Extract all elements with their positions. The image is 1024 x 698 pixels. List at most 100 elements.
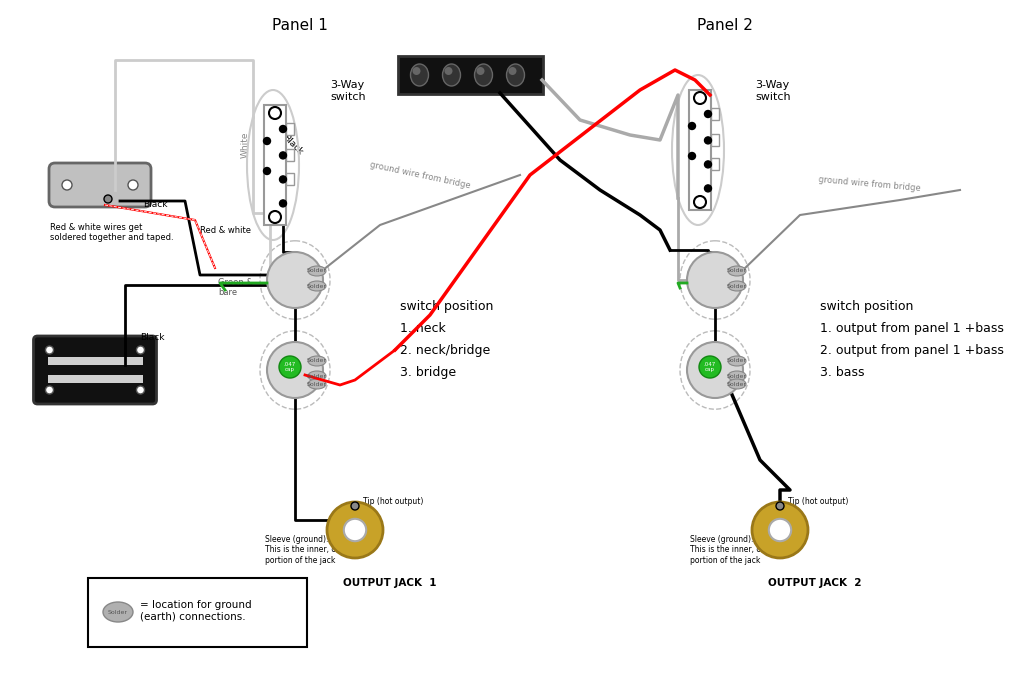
Text: switch position
1. neck
2. neck/bridge
3. bridge: switch position 1. neck 2. neck/bridge 3… [400, 300, 494, 379]
Text: Sleeve (ground).
This is the inner, circular
portion of the jack: Sleeve (ground). This is the inner, circ… [265, 535, 360, 565]
Ellipse shape [308, 266, 326, 276]
Circle shape [688, 123, 695, 130]
Text: OUTPUT JACK  2: OUTPUT JACK 2 [768, 578, 862, 588]
Text: Red & white wires get
soldered together and taped.: Red & white wires get soldered together … [50, 223, 174, 242]
Circle shape [351, 502, 359, 510]
Circle shape [45, 346, 53, 354]
Ellipse shape [308, 281, 326, 291]
Ellipse shape [308, 371, 326, 381]
Text: Black: Black [282, 133, 305, 157]
Ellipse shape [103, 602, 133, 622]
Text: Solder: Solder [727, 373, 746, 378]
FancyBboxPatch shape [49, 163, 151, 207]
Circle shape [687, 342, 743, 398]
FancyBboxPatch shape [51, 165, 150, 205]
Circle shape [705, 110, 712, 117]
Circle shape [694, 92, 706, 104]
Circle shape [263, 168, 270, 174]
Text: Solder: Solder [307, 283, 327, 288]
Circle shape [769, 519, 792, 541]
Text: Solder: Solder [307, 359, 327, 364]
Circle shape [280, 126, 287, 133]
Bar [689, 90, 711, 210]
Text: Tip (hot output): Tip (hot output) [788, 498, 848, 507]
Ellipse shape [413, 67, 421, 75]
Ellipse shape [308, 379, 326, 389]
Circle shape [62, 180, 72, 190]
Text: Black: Black [142, 200, 167, 209]
Circle shape [344, 519, 367, 541]
Circle shape [687, 252, 743, 308]
Ellipse shape [728, 356, 746, 366]
Circle shape [327, 502, 383, 558]
Text: ground wire from bridge: ground wire from bridge [818, 175, 922, 193]
Bar [47, 375, 142, 383]
Circle shape [267, 342, 323, 398]
Circle shape [45, 386, 53, 394]
Circle shape [705, 137, 712, 144]
Text: OUTPUT JACK  1: OUTPUT JACK 1 [343, 578, 437, 588]
Text: 3-Way
switch: 3-Way switch [755, 80, 791, 102]
Circle shape [104, 195, 112, 203]
Ellipse shape [728, 379, 746, 389]
Text: Solder: Solder [727, 283, 746, 288]
Text: 3-Way
switch: 3-Way switch [330, 80, 366, 102]
Text: = location for ground
(earth) connections.: = location for ground (earth) connection… [140, 600, 252, 622]
Text: Panel 1: Panel 1 [272, 18, 328, 33]
Text: Solder: Solder [727, 269, 746, 274]
Ellipse shape [728, 266, 746, 276]
Ellipse shape [474, 64, 493, 86]
Circle shape [705, 161, 712, 168]
FancyBboxPatch shape [88, 578, 307, 647]
Text: Panel 2: Panel 2 [697, 18, 753, 33]
FancyBboxPatch shape [34, 336, 157, 404]
Circle shape [267, 252, 323, 308]
Circle shape [280, 152, 287, 159]
Circle shape [776, 502, 784, 510]
Ellipse shape [476, 67, 484, 75]
Text: Sleeve (ground).
This is the inner, circular
portion of the jack: Sleeve (ground). This is the inner, circ… [690, 535, 785, 565]
Circle shape [688, 152, 695, 160]
Bar [286, 149, 294, 161]
Bar [711, 158, 719, 170]
Circle shape [269, 211, 281, 223]
Ellipse shape [507, 64, 524, 86]
Text: Solder: Solder [307, 269, 327, 274]
Circle shape [269, 107, 281, 119]
Ellipse shape [728, 281, 746, 291]
Text: Green &
bare: Green & bare [218, 278, 253, 297]
Text: Solder: Solder [108, 609, 128, 614]
Circle shape [694, 196, 706, 208]
Bar [47, 357, 142, 365]
Bar [711, 108, 719, 120]
Text: .047
cap: .047 cap [703, 362, 716, 373]
Bar [286, 173, 294, 186]
Text: Red & white: Red & white [200, 226, 251, 235]
Text: .047
cap: .047 cap [284, 362, 296, 373]
Text: ground wire from bridge: ground wire from bridge [369, 160, 471, 190]
Ellipse shape [308, 356, 326, 366]
Circle shape [136, 386, 144, 394]
Ellipse shape [728, 371, 746, 381]
Text: switch position
1. output from panel 1 +bass
2. output from panel 1 +bass
3. bas: switch position 1. output from panel 1 +… [820, 300, 1004, 379]
Bar [264, 105, 286, 225]
Circle shape [128, 180, 138, 190]
Ellipse shape [411, 64, 428, 86]
Circle shape [699, 356, 721, 378]
Text: Solder: Solder [727, 359, 746, 364]
Circle shape [752, 502, 808, 558]
Text: Solder: Solder [307, 373, 327, 378]
Circle shape [263, 138, 270, 144]
Bar [397, 56, 543, 94]
Ellipse shape [444, 67, 453, 75]
Text: Black: Black [140, 333, 165, 342]
Circle shape [279, 356, 301, 378]
Bar [286, 123, 294, 135]
Text: Solder: Solder [727, 382, 746, 387]
Ellipse shape [509, 67, 516, 75]
Text: White: White [241, 132, 250, 158]
Text: Tip (hot output): Tip (hot output) [362, 498, 423, 507]
Circle shape [280, 176, 287, 183]
Bar [711, 135, 719, 147]
Ellipse shape [442, 64, 461, 86]
